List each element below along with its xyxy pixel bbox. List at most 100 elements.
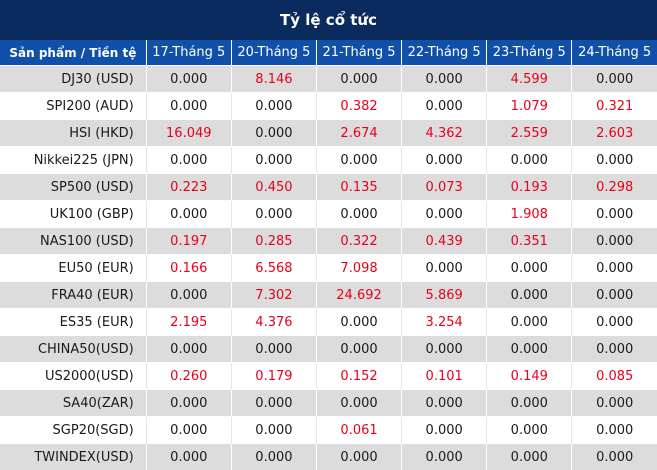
dividend-value-cell: 0.000: [231, 417, 316, 444]
product-name-cell: EU50 (EUR): [0, 255, 146, 282]
dividend-value-cell: 0.000: [146, 93, 231, 120]
dividend-value-cell: 7.098: [316, 255, 401, 282]
dividend-value-cell: 0.223: [146, 174, 231, 201]
dividend-value-cell: 0.000: [487, 417, 572, 444]
product-name-cell: ES35 (EUR): [0, 309, 146, 336]
dividend-value-cell: 4.599: [487, 66, 572, 93]
dividend-value-cell: 0.000: [487, 255, 572, 282]
dividend-value-cell: 0.000: [146, 390, 231, 417]
dividend-value-cell: 0.000: [402, 255, 487, 282]
product-name-cell: DJ30 (USD): [0, 66, 146, 93]
dividend-value-cell: 0.000: [572, 201, 657, 228]
dividend-value-cell: 0.000: [572, 390, 657, 417]
dividend-value-cell: 0.179: [231, 363, 316, 390]
dividend-value-cell: 16.049: [146, 120, 231, 147]
dividend-value-cell: 0.000: [572, 66, 657, 93]
dividend-value-cell: 0.000: [231, 120, 316, 147]
dividend-value-cell: 2.559: [487, 120, 572, 147]
dividend-value-cell: 0.061: [316, 417, 401, 444]
dividend-value-cell: 1.079: [487, 93, 572, 120]
dividend-value-cell: 0.149: [487, 363, 572, 390]
dividend-value-cell: 4.376: [231, 309, 316, 336]
dividend-value-cell: 0.382: [316, 93, 401, 120]
product-name-cell: SPI200 (AUD): [0, 93, 146, 120]
product-name-cell: FRA40 (EUR): [0, 282, 146, 309]
dividend-value-cell: 2.674: [316, 120, 401, 147]
dividend-value-cell: 0.000: [316, 390, 401, 417]
dividend-value-cell: 0.000: [402, 336, 487, 363]
dividend-value-cell: 0.321: [572, 93, 657, 120]
dividend-value-cell: 0.000: [146, 201, 231, 228]
dividend-value-cell: 0.000: [316, 201, 401, 228]
dividend-value-cell: 0.260: [146, 363, 231, 390]
dividend-value-cell: 0.000: [402, 147, 487, 174]
dividend-value-cell: 0.152: [316, 363, 401, 390]
dividend-value-cell: 0.000: [231, 336, 316, 363]
dividend-value-cell: 0.000: [231, 93, 316, 120]
dividend-value-cell: 0.000: [402, 66, 487, 93]
dividend-value-cell: 0.000: [402, 390, 487, 417]
table-title: Tỷ lệ cổ tức: [0, 0, 657, 40]
dividend-value-cell: 7.302: [231, 282, 316, 309]
column-header-date: 17-Tháng 5: [146, 40, 231, 66]
dividend-value-cell: 0.000: [487, 336, 572, 363]
dividend-value-cell: 0.000: [146, 417, 231, 444]
dividend-value-cell: 0.166: [146, 255, 231, 282]
dividend-value-cell: 0.000: [146, 336, 231, 363]
dividend-value-cell: 0.322: [316, 228, 401, 255]
dividend-value-cell: 0.000: [316, 66, 401, 93]
dividend-value-cell: 0.197: [146, 228, 231, 255]
column-header-date: 22-Tháng 5: [402, 40, 487, 66]
dividend-value-cell: 0.351: [487, 228, 572, 255]
dividend-value-cell: 0.085: [572, 363, 657, 390]
dividend-value-cell: 0.000: [572, 336, 657, 363]
column-header-date: 23-Tháng 5: [487, 40, 572, 66]
dividend-value-cell: 0.450: [231, 174, 316, 201]
dividend-value-cell: 0.193: [487, 174, 572, 201]
dividend-value-cell: 0.000: [572, 417, 657, 444]
dividend-value-cell: 0.000: [487, 282, 572, 309]
dividend-value-cell: 3.254: [402, 309, 487, 336]
column-header-product: Sản phẩm / Tiền tệ: [0, 40, 146, 66]
product-name-cell: HSI (HKD): [0, 120, 146, 147]
dividend-value-cell: 0.000: [316, 336, 401, 363]
dividend-value-cell: 2.195: [146, 309, 231, 336]
dividend-value-cell: 0.285: [231, 228, 316, 255]
column-header-date: 20-Tháng 5: [231, 40, 316, 66]
dividend-value-cell: 6.568: [231, 255, 316, 282]
dividend-value-cell: 1.908: [487, 201, 572, 228]
dividend-value-cell: 2.603: [572, 120, 657, 147]
dividend-table-panel: Tỷ lệ cổ tức Sản phẩm / Tiền tệ 17-Tháng…: [0, 0, 657, 457]
dividend-value-cell: 0.000: [572, 309, 657, 336]
column-header-date: 24-Tháng 5: [572, 40, 657, 66]
product-name-cell: SA40(ZAR): [0, 390, 146, 417]
dividend-value-cell: 0.000: [487, 147, 572, 174]
dividend-value-cell: 0.000: [572, 255, 657, 282]
dividend-value-cell: 0.000: [572, 147, 657, 174]
dividend-value-cell: 5.869: [402, 282, 487, 309]
product-name-cell: UK100 (GBP): [0, 201, 146, 228]
dividend-value-cell: 0.439: [402, 228, 487, 255]
dividend-value-cell: 0.000: [487, 390, 572, 417]
dividend-value-cell: 0.298: [572, 174, 657, 201]
dividend-value-cell: 0.000: [146, 282, 231, 309]
dividend-value-cell: 8.146: [231, 66, 316, 93]
header-row: Sản phẩm / Tiền tệ 17-Tháng 5 20-Tháng 5…: [0, 40, 657, 66]
column-header-date: 21-Tháng 5: [316, 40, 401, 66]
dividend-value-cell: 0.000: [572, 228, 657, 255]
dividend-value-cell: 0.101: [402, 363, 487, 390]
product-name-cell: US2000(USD): [0, 363, 146, 390]
